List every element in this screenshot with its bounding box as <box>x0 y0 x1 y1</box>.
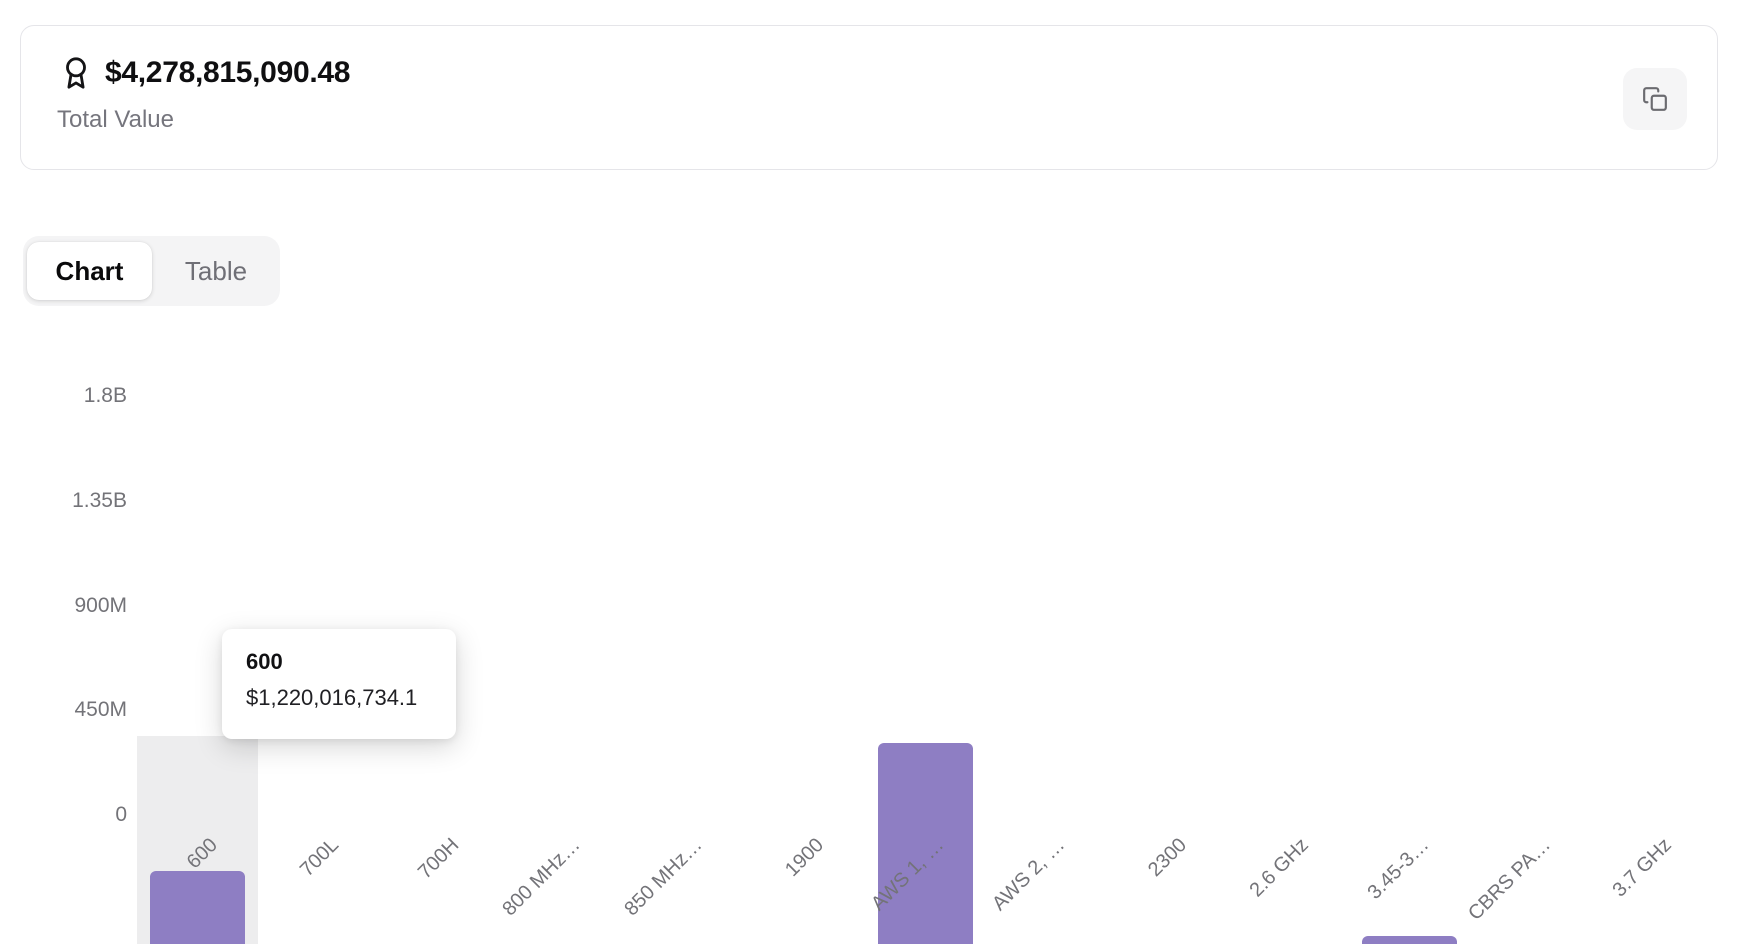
copy-icon <box>1642 86 1668 112</box>
copy-button[interactable] <box>1623 68 1687 130</box>
y-axis-label: 450M <box>74 698 127 722</box>
total-value-amount: $4,278,815,090.48 <box>105 56 351 89</box>
view-toggle: Chart Table <box>23 236 280 306</box>
bar-aws-1[interactable] <box>878 743 973 944</box>
tooltip-category: 600 <box>246 649 283 674</box>
tab-table[interactable]: Table <box>152 242 280 300</box>
bar-3.45-3[interactable] <box>1362 936 1457 944</box>
y-axis-label: 1.8B <box>83 384 127 407</box>
y-axis-label: 1.35B <box>72 488 127 512</box>
total-value-label: Total Value <box>57 106 174 133</box>
bar-600[interactable] <box>150 871 245 944</box>
y-axis-label: 0 <box>115 803 127 826</box>
tab-chart[interactable]: Chart <box>27 242 152 300</box>
plot-area <box>137 736 1713 944</box>
total-value-card: $4,278,815,090.48 Total Value <box>20 25 1718 170</box>
chart-tooltip: 600 $1,220,016,734.1 <box>222 629 456 739</box>
y-axis-label: 900M <box>74 593 127 617</box>
tooltip-value: $1,220,016,734.1 <box>246 685 418 710</box>
bar-chart: 1.8B 1.35B 900M 450M 0 600 700L 700H 800 MHz… 85… <box>0 340 1752 944</box>
award-icon <box>59 56 93 90</box>
